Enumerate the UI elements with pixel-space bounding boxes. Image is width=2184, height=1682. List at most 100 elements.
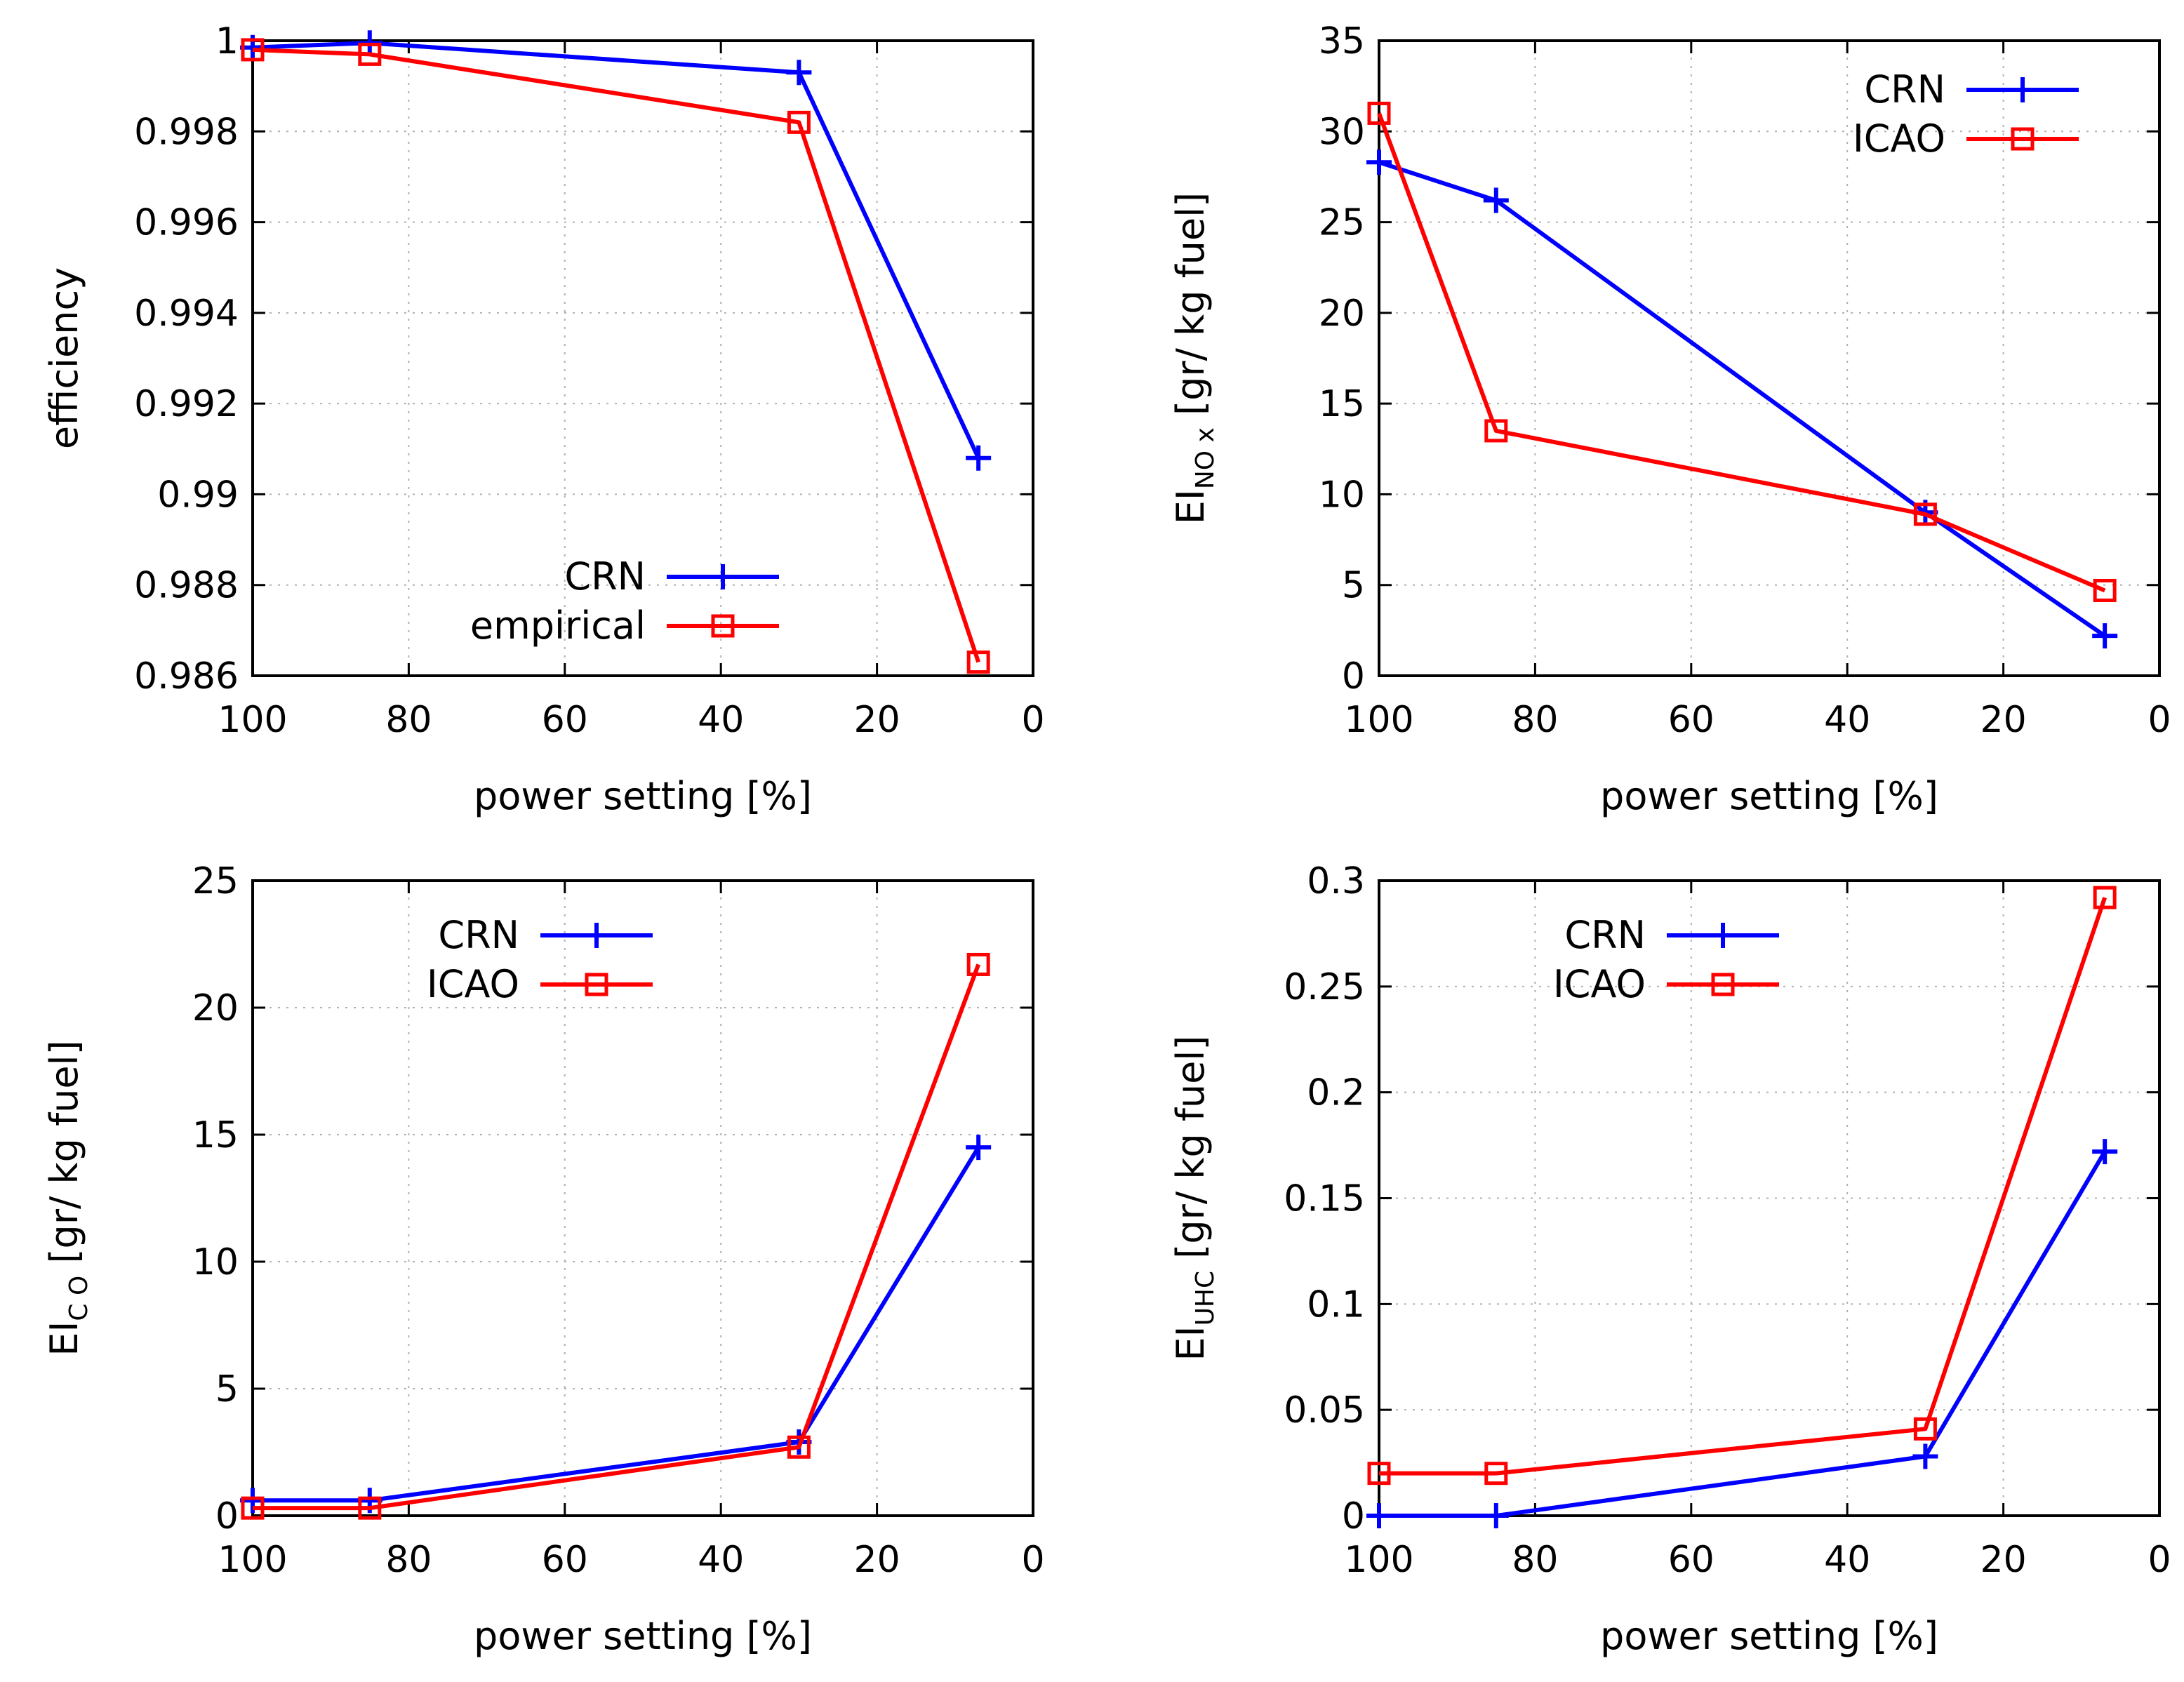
y-tick-label: 0.99	[157, 474, 239, 516]
y-tick-label: 15	[1319, 383, 1365, 425]
series-line-empirical	[252, 47, 981, 663]
legend-marker-empirical	[711, 614, 735, 638]
x-tick-label: 60	[542, 699, 588, 741]
legend-marker-crn	[584, 923, 609, 948]
x-tick-label: 60	[1668, 699, 1714, 741]
chart-uhc: 100 80 60 40 20 0 0 0.05 0.1 0.15 0.2 0.25 0.3 power …	[1168, 860, 2171, 1658]
x-tick-label: 0	[1021, 1539, 1044, 1581]
x-tick-label: 40	[698, 1539, 744, 1581]
chart-nox: 100 80 60 40 20 0 0 5 10 15 20 25 30 35 power setting …	[1168, 20, 2171, 818]
y-label-subscript: UHC	[1191, 1271, 1220, 1326]
data-point-crn	[1912, 1443, 1938, 1469]
legend-label-icao: ICAO	[1853, 116, 1945, 161]
legend-marker-crn	[710, 564, 735, 589]
x-tick-label: 40	[1824, 1539, 1870, 1581]
x-tick-label: 100	[218, 699, 287, 741]
data-point-crn	[1483, 187, 1509, 213]
data-point-icao	[1484, 1462, 1508, 1486]
data-point-crn	[966, 445, 992, 471]
data-point-crn	[786, 60, 812, 86]
x-tick-label: 0	[2148, 699, 2171, 741]
y-tick-label: 0.992	[134, 383, 239, 425]
y-tick-label: 0.988	[134, 565, 239, 607]
x-tick-label: 100	[1344, 699, 1413, 741]
y-tick-label: 0.998	[134, 111, 239, 153]
data-point-icao	[1367, 101, 1391, 125]
series-line-icao	[1379, 897, 2108, 1476]
chart-co: 100 80 60 40 20 0 0 5 10 15 20 25 power setting [%] E…	[42, 860, 1045, 1658]
plot-frame	[251, 879, 1034, 1517]
data-point-icao	[1367, 1462, 1391, 1486]
y-label-suffix: [gr/ kg fuel]	[42, 1040, 86, 1275]
plot-frame	[1378, 39, 2161, 677]
legend-marker-crn	[2010, 77, 2035, 102]
x-tick-label: 20	[1980, 699, 2027, 741]
data-point-crn	[1366, 149, 1392, 175]
y-tick-label: 0.986	[134, 655, 239, 698]
legend-marker-crn	[1710, 923, 1736, 948]
y-tick-label: 20	[192, 987, 239, 1029]
legend-label-icao: ICAO	[1553, 962, 1646, 1006]
y-tick-label: 25	[1319, 202, 1365, 244]
data-point-empirical	[966, 650, 990, 674]
data-point-icao	[2093, 578, 2117, 602]
y-axis-label: efficiency	[42, 267, 86, 449]
legend-marker-icao	[585, 973, 608, 996]
plot-frame	[1378, 879, 2161, 1517]
x-tick-label: 40	[698, 699, 744, 741]
legend-label-icao: ICAO	[427, 962, 519, 1006]
y-tick-label: 0	[215, 1495, 239, 1537]
plot-frame	[251, 39, 1034, 677]
y-tick-label: 0.05	[1284, 1389, 1365, 1431]
x-tick-label: 80	[385, 699, 432, 741]
y-tick-label: 0.994	[134, 293, 239, 335]
y-label-suffix: [gr/ kg fuel]	[1168, 192, 1213, 427]
series-line-crn	[252, 41, 980, 459]
legend-label-crn: CRN	[1864, 67, 1945, 112]
y-label-prefix: EI	[42, 1321, 86, 1356]
y-label-prefix: EI	[1168, 1326, 1213, 1361]
x-axis-label: power setting [%]	[1600, 774, 1938, 818]
series-line-crn	[1378, 160, 2106, 638]
y-tick-label: 0.2	[1307, 1072, 1365, 1114]
y-tick-label: 0.1	[1307, 1283, 1365, 1326]
legend-marker-icao	[2011, 127, 2035, 151]
data-point-icao	[1484, 419, 1508, 443]
data-point-icao	[1913, 1417, 1937, 1441]
y-tick-label: 5	[1342, 565, 1365, 607]
data-point-crn	[1483, 1503, 1509, 1528]
x-tick-label: 100	[218, 1539, 287, 1581]
y-tick-label: 0.3	[1307, 860, 1365, 902]
series-line-crn	[253, 1146, 980, 1503]
data-point-empirical	[241, 38, 265, 62]
data-point-icao	[966, 952, 990, 976]
y-tick-label: 0	[1342, 655, 1365, 698]
y-tick-label: 10	[192, 1241, 239, 1283]
x-tick-label: 80	[385, 1539, 432, 1581]
y-axis-label: EIC O [gr/ kg fuel]	[42, 1040, 93, 1356]
data-point-icao	[1913, 502, 1937, 526]
data-point-icao	[787, 1435, 811, 1459]
x-tick-label: 0	[2148, 1539, 2171, 1581]
y-tick-label: 0.15	[1284, 1178, 1365, 1220]
y-tick-label: 30	[1319, 111, 1365, 153]
y-tick-label: 0	[1342, 1495, 1365, 1537]
y-tick-label: 0.25	[1284, 966, 1365, 1008]
x-tick-label: 60	[1668, 1539, 1714, 1581]
x-axis-label: power setting [%]	[474, 774, 812, 818]
y-tick-label: 35	[1319, 20, 1365, 62]
x-tick-label: 60	[542, 1539, 588, 1581]
legend-marker-icao	[1711, 973, 1735, 996]
x-axis-label: power setting [%]	[1600, 1614, 1938, 1658]
x-tick-label: 20	[854, 699, 900, 741]
y-tick-label: 20	[1319, 293, 1365, 335]
data-point-crn	[2092, 623, 2118, 649]
x-tick-label: 40	[1824, 699, 1870, 741]
y-label-subscript: C O	[65, 1276, 93, 1321]
y-tick-label: 15	[192, 1114, 239, 1156]
x-tick-label: 100	[1344, 1539, 1413, 1581]
x-tick-label: 0	[1021, 699, 1044, 741]
series-line-icao	[1377, 112, 2106, 593]
data-point-icao	[358, 1496, 382, 1520]
